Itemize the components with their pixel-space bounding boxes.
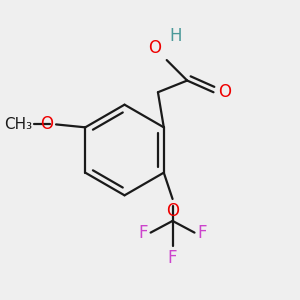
Text: F: F [168, 249, 177, 267]
Text: O: O [166, 202, 179, 220]
Text: O: O [148, 39, 161, 57]
Text: H: H [169, 28, 182, 46]
Text: F: F [138, 224, 148, 242]
Text: F: F [197, 224, 207, 242]
Text: O: O [40, 116, 53, 134]
Text: O: O [218, 83, 231, 101]
Text: CH₃: CH₃ [4, 117, 33, 132]
